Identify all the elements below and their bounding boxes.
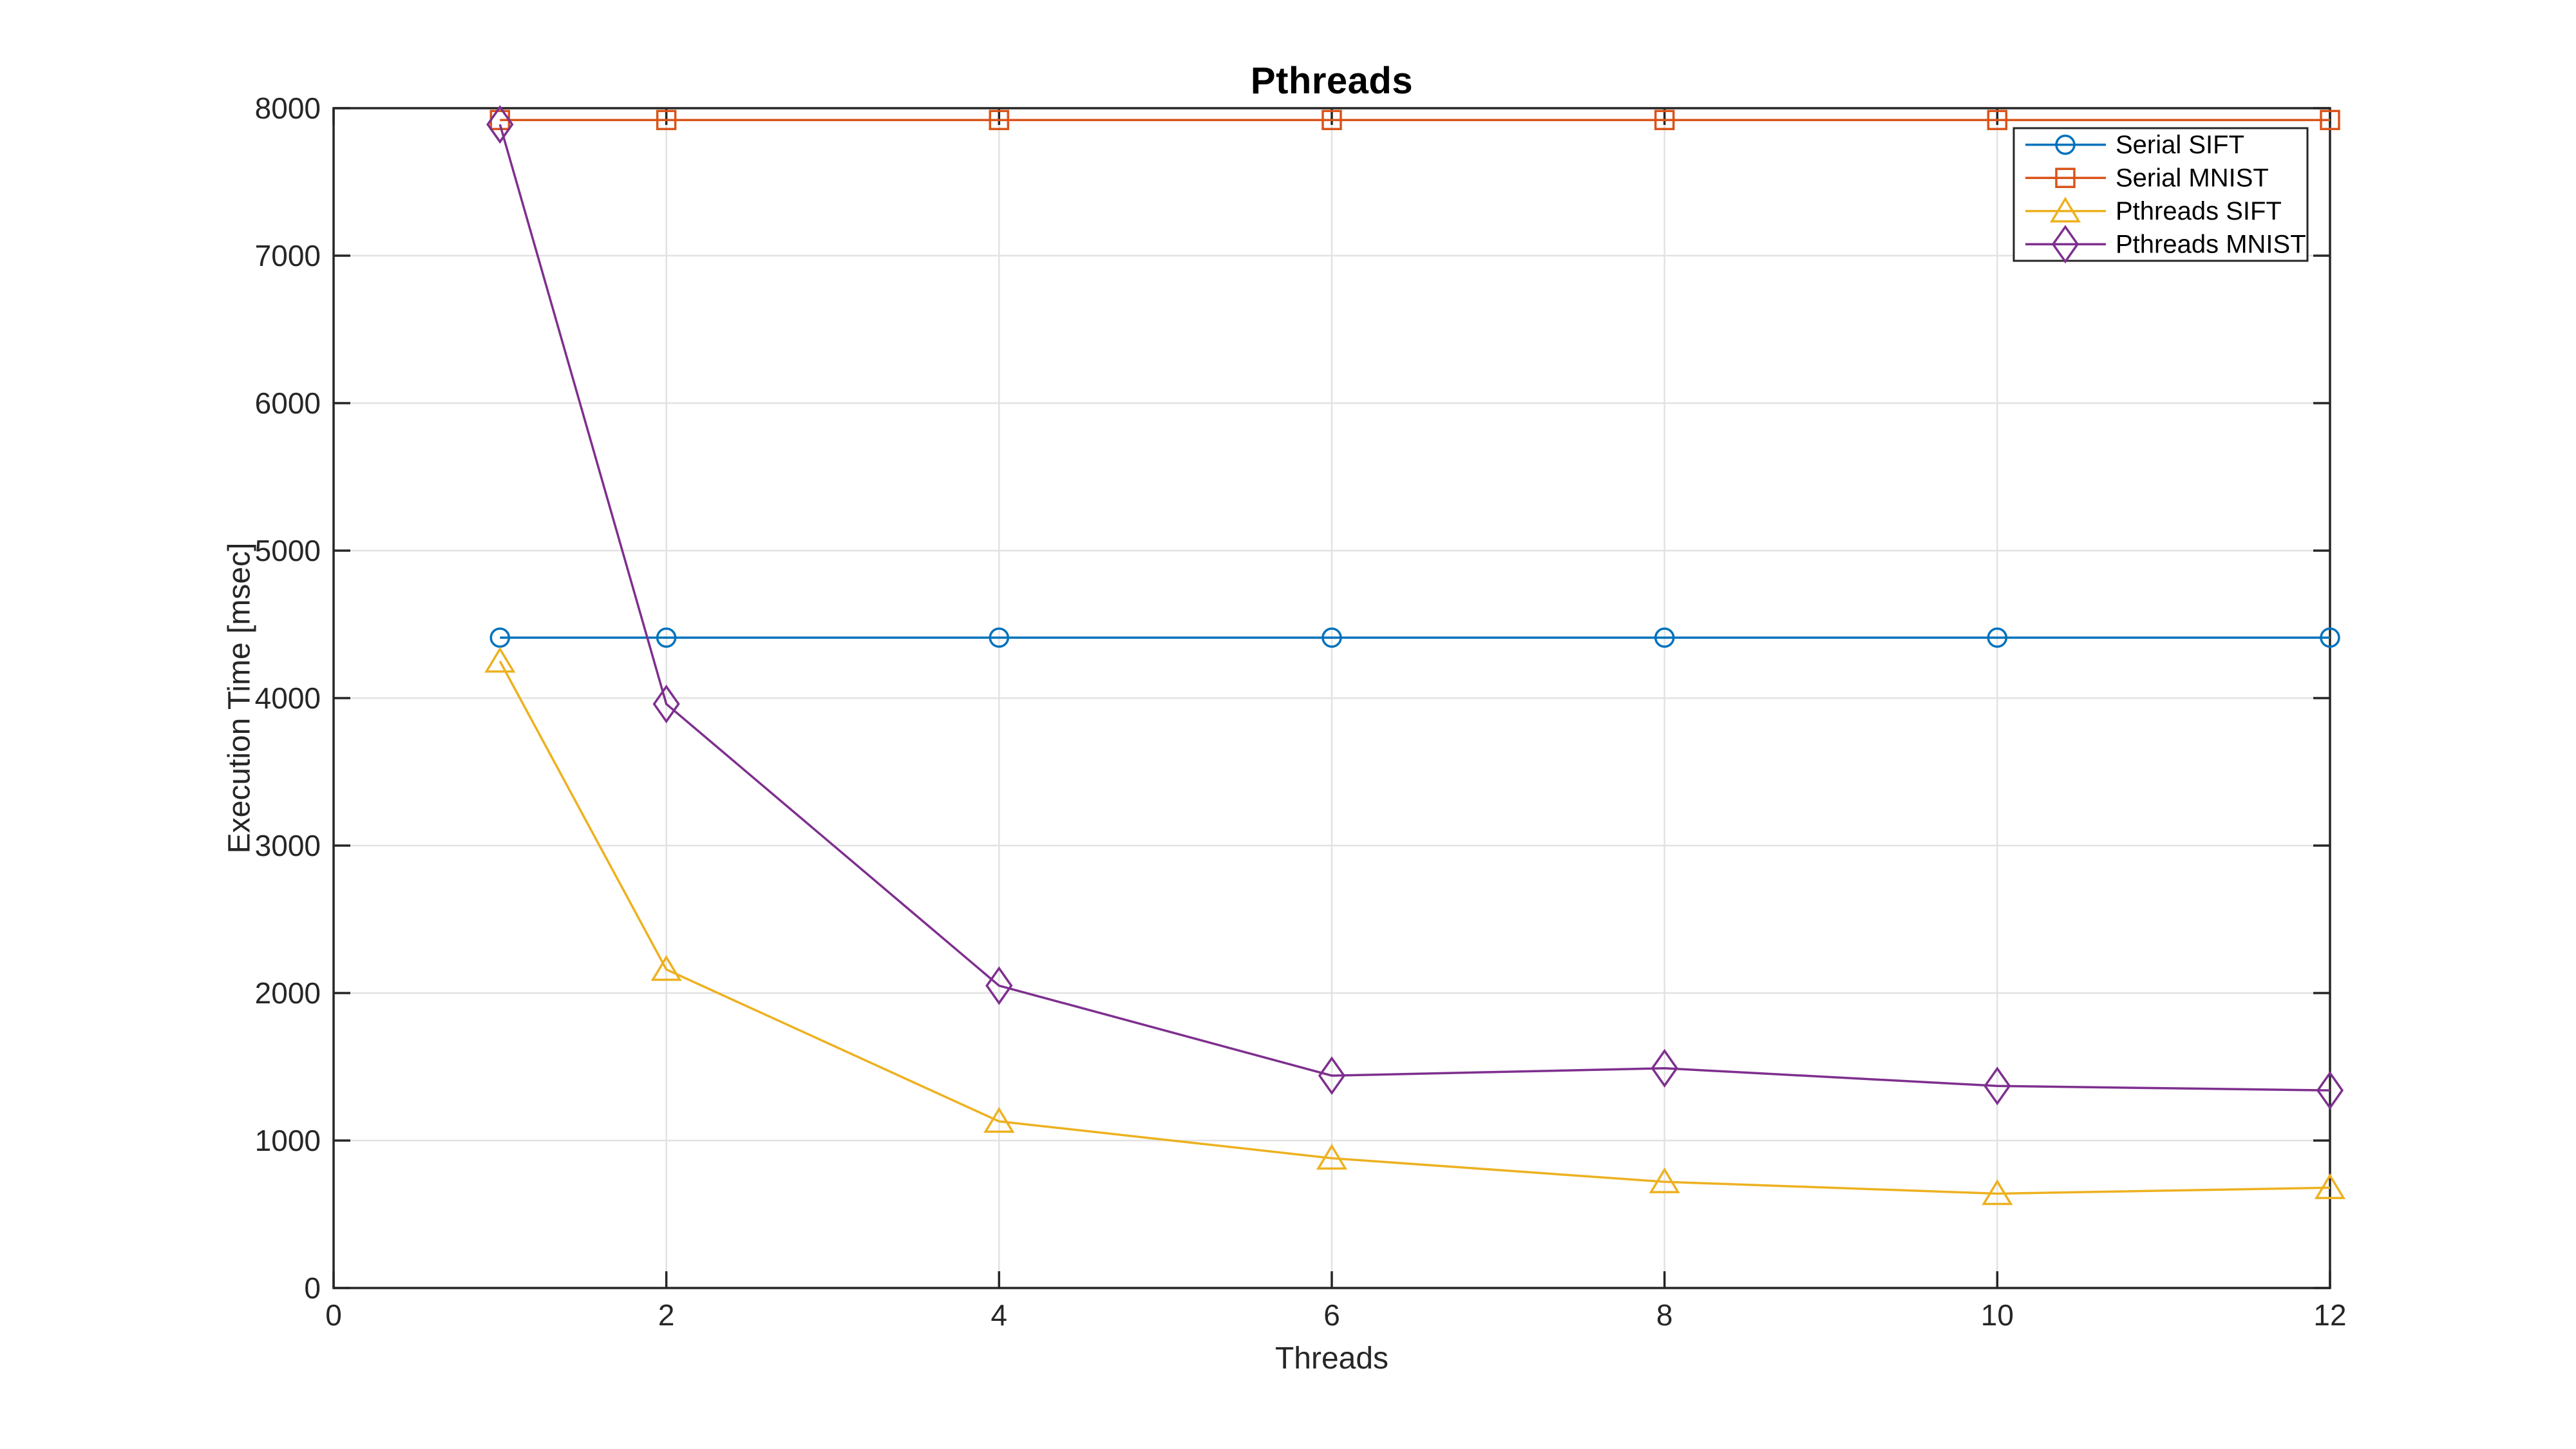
- legend: Serial SIFT Serial MNIST Pthreads SIFT Pthr…: [2012, 127, 2309, 264]
- grid-lines: [334, 108, 2330, 1288]
- square-marker-icon: [1321, 109, 1342, 131]
- diamond-marker-icon: [985, 966, 1013, 1005]
- legend-item-serial-mnist: Serial MNIST: [2025, 164, 2269, 192]
- circle-marker-icon: [489, 627, 511, 648]
- circle-marker-icon: [989, 627, 1010, 648]
- x-tick-label: 2: [658, 1298, 675, 1332]
- circle-marker-icon: [1987, 627, 2008, 648]
- x-tick-label: 8: [1656, 1298, 1673, 1332]
- y-tick-label: 8000: [255, 91, 321, 125]
- series-line: [498, 660, 2331, 1195]
- triangle-up-marker-icon: [2314, 1173, 2346, 1200]
- square-marker-icon: [2320, 109, 2340, 131]
- circle-marker-icon: [2320, 627, 2340, 648]
- diamond-marker-icon: [1984, 1066, 2011, 1106]
- x-axis-label: Threads: [1274, 1341, 1389, 1376]
- legend-label: Pthreads MNIST: [2116, 230, 2306, 258]
- series-pthreads-mnist: [486, 105, 2344, 1110]
- triangle-up-marker-icon: [983, 1106, 1015, 1133]
- x-tick-label: 12: [2313, 1298, 2346, 1332]
- diamond-marker-icon: [486, 105, 514, 144]
- y-tick-label: 6000: [255, 386, 321, 420]
- x-tick-label: 10: [1981, 1298, 2014, 1332]
- legend-item-pthreads-sift: Pthreads SIFT: [2025, 196, 2282, 225]
- axes-box: [332, 107, 2331, 1289]
- x-tick-label: 0: [325, 1298, 342, 1332]
- diamond-marker-icon: [2316, 1071, 2344, 1110]
- chart-title: Pthreads: [1250, 60, 1414, 102]
- y-tick-label: 1000: [255, 1124, 321, 1157]
- y-tick-label: 4000: [255, 681, 321, 715]
- square-marker-icon: [989, 109, 1010, 131]
- x-tick-label: 6: [1323, 1298, 1340, 1332]
- series-pthreads-sift: [484, 647, 2346, 1206]
- series-serial-sift: [489, 627, 2340, 648]
- circle-marker-icon: [656, 627, 677, 648]
- triangle-up-marker-icon: [1316, 1144, 1348, 1170]
- diamond-marker-icon: [2051, 225, 2079, 264]
- square-marker-icon: [656, 109, 677, 131]
- legend-label: Serial MNIST: [2116, 164, 2269, 192]
- y-tick-label: 5000: [255, 534, 321, 567]
- legend-label: Serial SIFT: [2116, 131, 2244, 159]
- y-tick-label: 0: [304, 1271, 321, 1305]
- triangle-up-marker-icon: [2049, 196, 2081, 223]
- y-tick-label: 3000: [255, 829, 321, 862]
- square-marker-icon: [2055, 167, 2076, 188]
- y-axis-label: Execution Time [msec]: [222, 542, 257, 854]
- diamond-marker-icon: [1651, 1048, 1678, 1088]
- y-tick-label: 2000: [255, 976, 321, 1010]
- square-marker-icon: [1654, 109, 1675, 131]
- triangle-up-marker-icon: [1649, 1167, 1680, 1193]
- legend-item-serial-sift: Serial SIFT: [2025, 131, 2244, 159]
- triangle-up-marker-icon: [650, 954, 682, 981]
- diamond-marker-icon: [652, 685, 680, 724]
- y-tick-label: 7000: [255, 239, 321, 272]
- series-serial-mnist: [489, 109, 2340, 131]
- legend-box: [2012, 127, 2309, 262]
- square-marker-icon: [1987, 109, 2008, 131]
- triangle-up-marker-icon: [1982, 1179, 2013, 1206]
- diamond-marker-icon: [1318, 1056, 1346, 1095]
- x-tick-label: 4: [991, 1298, 1008, 1332]
- series-line: [498, 124, 2331, 1092]
- triangle-up-marker-icon: [484, 647, 516, 673]
- tick-labels: 0 2 4 6 8 10 12 0 1000 2000 3000 4000 5000 6000 7000 80…: [255, 91, 2347, 1332]
- legend-item-pthreads-mnist: Pthreads MNIST: [2025, 225, 2306, 264]
- circle-marker-icon: [1321, 627, 1342, 648]
- circle-marker-icon: [2055, 135, 2076, 155]
- legend-label: Pthreads SIFT: [2116, 197, 2282, 225]
- circle-marker-icon: [1654, 627, 1675, 648]
